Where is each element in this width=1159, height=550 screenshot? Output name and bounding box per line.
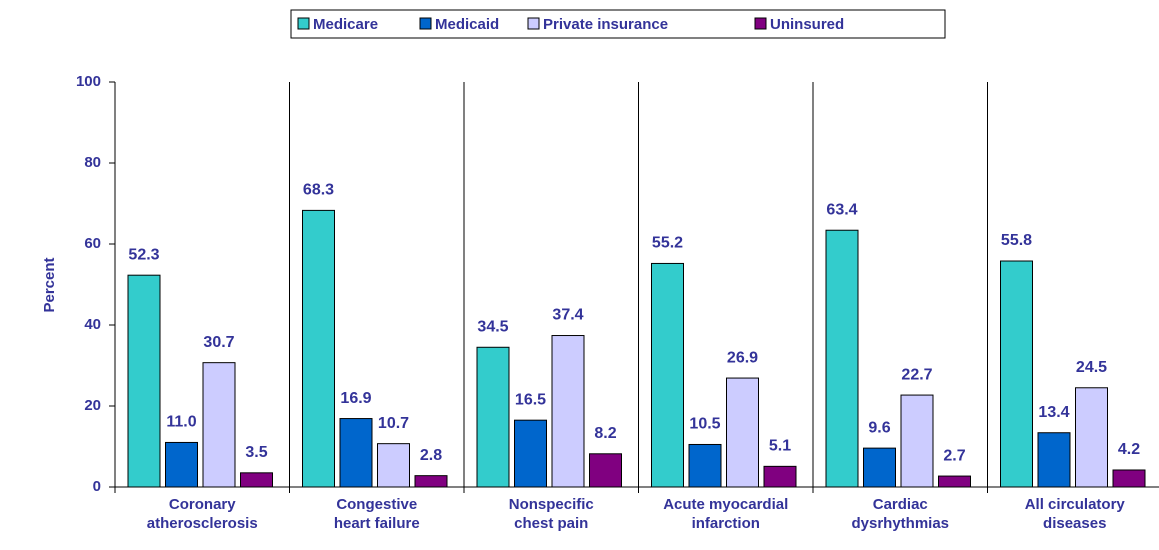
bar bbox=[202, 362, 236, 488]
value-label: 30.7 bbox=[203, 334, 234, 351]
bar bbox=[863, 447, 896, 488]
y-tick-label: 80 bbox=[84, 154, 101, 171]
bar bbox=[938, 475, 971, 488]
value-label: 13.4 bbox=[1038, 404, 1069, 421]
bar bbox=[1112, 469, 1146, 488]
value-label: 52.3 bbox=[128, 246, 159, 263]
value-label: 63.4 bbox=[826, 201, 857, 218]
value-label: 3.5 bbox=[245, 444, 267, 461]
bar bbox=[240, 472, 273, 488]
bar bbox=[1000, 260, 1033, 488]
y-tick-label: 0 bbox=[93, 478, 101, 495]
value-label: 16.9 bbox=[340, 390, 371, 407]
value-label: 4.2 bbox=[1118, 441, 1140, 458]
value-label: 26.9 bbox=[727, 349, 758, 366]
legend-label: Medicare bbox=[313, 16, 378, 33]
x-tick-label: Cardiac dysrhythmias bbox=[851, 496, 950, 532]
legend-label: Uninsured bbox=[770, 16, 844, 33]
bar bbox=[825, 229, 859, 488]
y-tick-label: 40 bbox=[84, 316, 101, 333]
y-tick-label: 60 bbox=[84, 235, 101, 252]
bar bbox=[339, 418, 373, 488]
value-label: 10.7 bbox=[378, 415, 409, 432]
value-label: 8.2 bbox=[594, 425, 616, 442]
bar bbox=[589, 453, 622, 488]
value-label: 10.5 bbox=[689, 416, 720, 433]
value-label: 68.3 bbox=[303, 182, 334, 199]
bar bbox=[1037, 432, 1071, 488]
legend-swatch bbox=[754, 17, 767, 30]
x-tick-label: All circulatory diseases bbox=[1024, 496, 1125, 532]
bar bbox=[651, 262, 684, 488]
bar bbox=[900, 394, 934, 488]
legend-label: Medicaid bbox=[435, 16, 499, 33]
value-label: 9.6 bbox=[868, 419, 890, 436]
y-axis-label: Percent bbox=[41, 257, 58, 312]
bar bbox=[1075, 387, 1108, 488]
value-label: 55.8 bbox=[1001, 232, 1032, 249]
x-tick-label: Congestive heart failure bbox=[333, 496, 420, 532]
legend-swatch bbox=[419, 17, 432, 30]
legend-box bbox=[290, 9, 946, 39]
bar bbox=[476, 346, 510, 488]
legend-swatch bbox=[527, 17, 540, 30]
bar bbox=[551, 335, 585, 488]
y-tick-label: 20 bbox=[84, 397, 101, 414]
legend-swatch bbox=[297, 17, 310, 30]
bar bbox=[688, 443, 722, 488]
bar bbox=[127, 274, 161, 488]
bar bbox=[377, 443, 410, 488]
value-label: 34.5 bbox=[477, 318, 508, 335]
value-label: 2.8 bbox=[420, 447, 442, 464]
x-tick-label: Nonspecific chest pain bbox=[508, 496, 594, 532]
value-label: 16.5 bbox=[515, 391, 546, 408]
y-tick-label: 100 bbox=[76, 73, 101, 90]
value-label: 2.7 bbox=[943, 447, 965, 464]
value-label: 55.2 bbox=[652, 235, 683, 252]
bar bbox=[302, 209, 335, 488]
value-label: 5.1 bbox=[769, 438, 791, 455]
bar bbox=[763, 465, 797, 488]
legend-label: Private insurance bbox=[543, 16, 668, 33]
value-label: 37.4 bbox=[552, 307, 583, 324]
bar bbox=[726, 377, 759, 488]
bar bbox=[414, 475, 448, 488]
bar bbox=[165, 441, 198, 488]
value-label: 11.0 bbox=[166, 414, 196, 431]
value-label: 22.7 bbox=[901, 366, 932, 383]
x-tick-label: Acute myocardial infarction bbox=[663, 496, 789, 532]
bar bbox=[514, 419, 547, 488]
value-label: 24.5 bbox=[1076, 359, 1107, 376]
x-tick-label: Coronary atherosclerosis bbox=[146, 496, 258, 532]
